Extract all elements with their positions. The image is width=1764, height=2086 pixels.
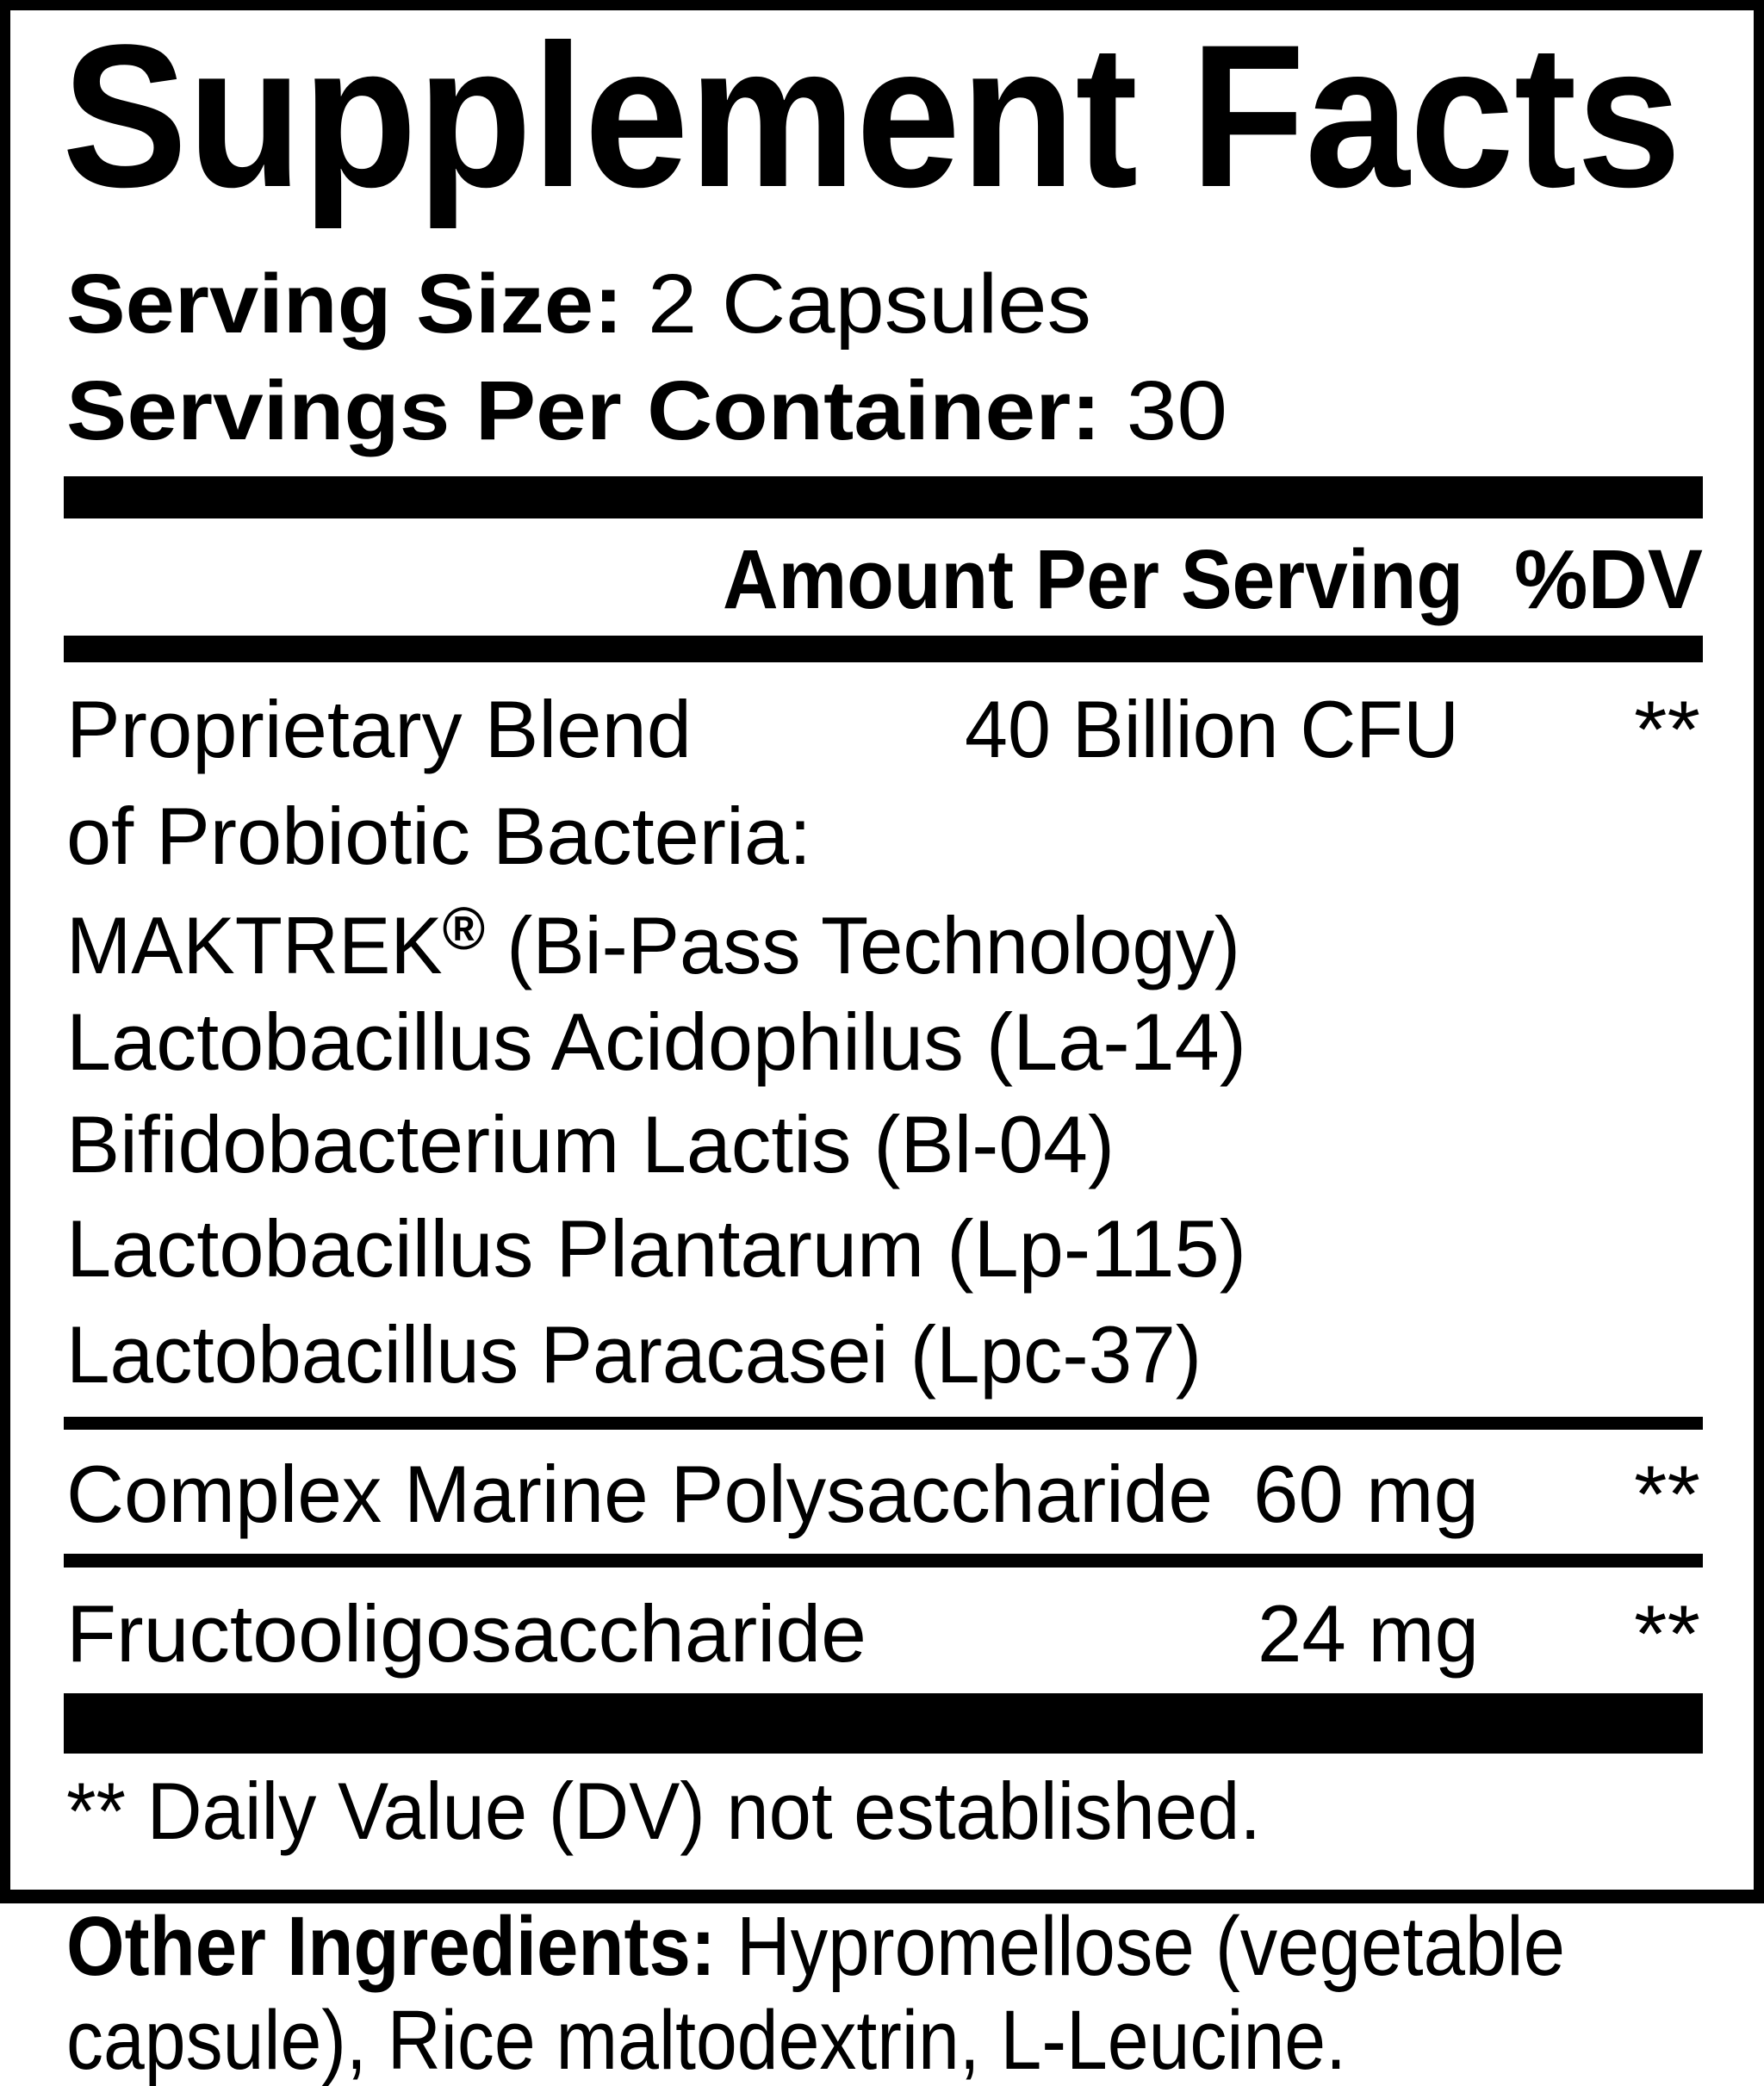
serving-size: Serving Size: 2 Capsules [66, 262, 1091, 345]
blend-brand-line: MAKTREK® (Bi-Pass Technology) [66, 898, 1240, 986]
ingredient-name: Fructooligosaccharide [66, 1588, 867, 1679]
brand-name: MAKTREK [66, 900, 443, 990]
ingredient-amount: 24 mg [1258, 1588, 1479, 1679]
strain-item: Lactobacillus Acidophilus (La-14) [66, 996, 1246, 1087]
ingredient-amount: 60 mg [1253, 1449, 1479, 1539]
registered-mark: ® [442, 895, 486, 962]
other-ingredients-label: Other Ingredients: [66, 1899, 716, 1993]
ingredient-dv: ** [1634, 1588, 1700, 1679]
other-ingredients-text: Hypromellose (vegetable [736, 1899, 1565, 1993]
blend-amount: 40 Billion CFU [965, 684, 1459, 774]
brand-note: (Bi-Pass Technology) [506, 900, 1240, 990]
divider [64, 636, 1703, 662]
serving-size-label: Serving Size: [66, 257, 624, 351]
facts-panel-border [0, 0, 1764, 1903]
thin-divider [64, 1417, 1703, 1430]
thick-divider [64, 1693, 1703, 1754]
thin-divider [64, 1554, 1703, 1568]
footnote: ** Daily Value (DV) not established. [66, 1766, 1261, 1856]
blend-name-line2: of Probiotic Bacteria: [66, 791, 811, 881]
strain-item: Lactobacillus Paracasei (Lpc-37) [66, 1309, 1202, 1400]
dv-header: %DV [1514, 532, 1703, 626]
strain-item: Bifidobacterium Lactis (Bl-04) [66, 1099, 1115, 1189]
ingredient-dv: ** [1634, 1449, 1700, 1539]
panel-title: Supplement Facts [62, 3, 1681, 230]
other-ingredients-line1: Other Ingredients: Hypromellose (vegetab… [66, 1904, 1565, 1988]
thick-divider [64, 476, 1703, 518]
other-ingredients-line2: capsule), Rice maltodextrin, L-Leucine. [66, 1993, 1346, 2086]
blend-dv: ** [1634, 684, 1700, 774]
amount-per-serving-header: Amount Per Serving [723, 532, 1463, 626]
ingredient-name: Complex Marine Polysaccharide [66, 1449, 1213, 1539]
serving-size-value: 2 Capsules [648, 257, 1091, 351]
servings-per-container-label: Servings Per Container: [66, 363, 1102, 457]
strain-item: Lactobacillus Plantarum (Lp-115) [66, 1203, 1246, 1294]
blend-name-line1: Proprietary Blend [66, 684, 692, 774]
servings-per-container: Servings Per Container: 30 [66, 369, 1227, 452]
servings-per-container-value: 30 [1126, 363, 1227, 457]
